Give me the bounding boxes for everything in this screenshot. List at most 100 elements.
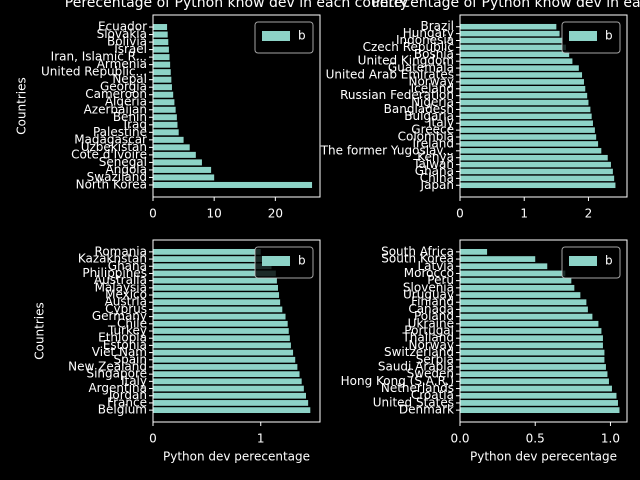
- y-tick-label: Peru: [427, 273, 454, 287]
- y-tick-label: Slovenia: [403, 280, 454, 294]
- x-tick-label: 0.5: [526, 432, 545, 446]
- bar: [460, 277, 572, 284]
- bar: [153, 299, 281, 306]
- y-tick-label: Mexico: [105, 288, 147, 302]
- y-tick-label: Singapore: [86, 367, 147, 381]
- y-tick-label: Estonia: [103, 338, 147, 352]
- y-tick-label: Cyprus: [105, 302, 147, 316]
- bar: [460, 106, 591, 113]
- bar: [460, 120, 593, 126]
- y-tick-label: Cote d'Ivoire: [71, 147, 147, 161]
- y-tick-label: Argentina: [88, 381, 147, 395]
- y-tick-label: Portugal: [404, 324, 454, 338]
- bar: [153, 407, 311, 414]
- bar: [153, 24, 168, 31]
- bar: [153, 306, 283, 313]
- x-tick-label: 10: [207, 207, 222, 221]
- bar: [153, 342, 291, 349]
- x-tick-label: 0: [456, 207, 464, 221]
- y-tick-label: Cameroon: [85, 87, 147, 101]
- y-tick-label: Czech Republic: [363, 40, 454, 54]
- y-tick-label: Ireland: [412, 136, 454, 150]
- y-tick-label: Italy: [121, 374, 147, 388]
- bar: [153, 129, 179, 136]
- bar: [460, 256, 536, 262]
- y-tick-label: Hungary: [403, 26, 454, 40]
- y-tick-label: Taiwan: [412, 157, 454, 171]
- y-tick-label: Bulgaria: [404, 109, 454, 123]
- bar: [460, 263, 548, 270]
- y-tick-label: Nepal: [112, 72, 147, 86]
- y-tick-label: Iraq: [124, 117, 147, 131]
- bar: [460, 65, 579, 71]
- y-tick-label: Jordan: [108, 388, 147, 402]
- bar: [460, 44, 566, 51]
- bar: [153, 114, 177, 121]
- bar: [460, 313, 593, 320]
- y-tick-label: Iran, Islamic R...: [51, 50, 147, 64]
- y-tick-label: Iceland: [411, 81, 454, 95]
- bar: [460, 51, 570, 58]
- x-tick-label: 0: [149, 207, 157, 221]
- y-tick-label: Norway: [408, 74, 454, 88]
- y-tick-label: Ecuador: [98, 20, 147, 34]
- bar: [153, 174, 215, 181]
- y-tick-label: United Republic...: [41, 65, 147, 79]
- bar: [460, 175, 615, 182]
- bar: [153, 84, 172, 91]
- bar: [153, 349, 294, 356]
- bar: [460, 320, 599, 327]
- bar: [153, 31, 168, 38]
- bar: [153, 256, 267, 262]
- y-tick-label: United Kingdom: [358, 54, 454, 68]
- bar: [460, 364, 606, 370]
- bar: [460, 154, 608, 161]
- x-tick-label: 0: [149, 432, 157, 446]
- legend-label: b: [605, 254, 613, 268]
- y-tick-label: Uzbekistan: [81, 140, 147, 154]
- bar: [460, 113, 592, 120]
- y-tick-label: Bosnia: [414, 47, 454, 61]
- y-tick-label: Benin: [113, 110, 147, 124]
- y-tick-label: Philippines: [82, 266, 147, 280]
- bar: [153, 356, 296, 363]
- bar: [153, 292, 280, 298]
- y-tick-label: Sweden: [407, 367, 454, 381]
- y-tick-label: Serbia: [416, 352, 454, 366]
- bar: [153, 248, 261, 255]
- y-tick-label: Switzerland: [384, 345, 454, 359]
- bar: [153, 39, 169, 46]
- bar: [460, 248, 488, 255]
- bar: [153, 313, 286, 320]
- y-tick-label: Algeria: [105, 95, 147, 109]
- bar: [460, 99, 589, 106]
- bar: [460, 349, 605, 356]
- y-tick-label: Palestine: [93, 125, 147, 139]
- y-tick-label: Bolivia: [107, 35, 147, 49]
- bar: [460, 356, 605, 363]
- x-axis-label: Python dev perecentage: [163, 450, 310, 464]
- bar: [460, 30, 560, 37]
- y-tick-label: Ghana: [415, 164, 454, 178]
- bar: [153, 371, 300, 378]
- y-tick-label: Hong Kong (S.A.R.): [341, 374, 454, 388]
- legend-label: b: [298, 254, 306, 268]
- y-tick-label: United States: [373, 395, 454, 409]
- y-tick-label: Colombia: [398, 130, 454, 144]
- y-tick-label: Ghana: [108, 259, 147, 273]
- legend-label: b: [605, 29, 613, 43]
- bar: [153, 328, 289, 334]
- bar: [460, 168, 613, 175]
- y-tick-label: Georgia: [100, 80, 147, 94]
- bar: [153, 166, 212, 173]
- x-tick-label: 0.0: [450, 432, 469, 446]
- bar: [460, 182, 616, 189]
- y-tick-label: Viet Nam: [92, 345, 147, 359]
- y-tick-label: Poland: [414, 309, 454, 323]
- bar: [460, 58, 573, 64]
- y-tick-label: China: [420, 171, 454, 185]
- bar: [153, 181, 313, 188]
- y-tick-label: Bangladesh: [384, 102, 454, 116]
- x-tick-label: 1: [257, 432, 265, 446]
- y-tick-label: South Korea: [381, 252, 454, 266]
